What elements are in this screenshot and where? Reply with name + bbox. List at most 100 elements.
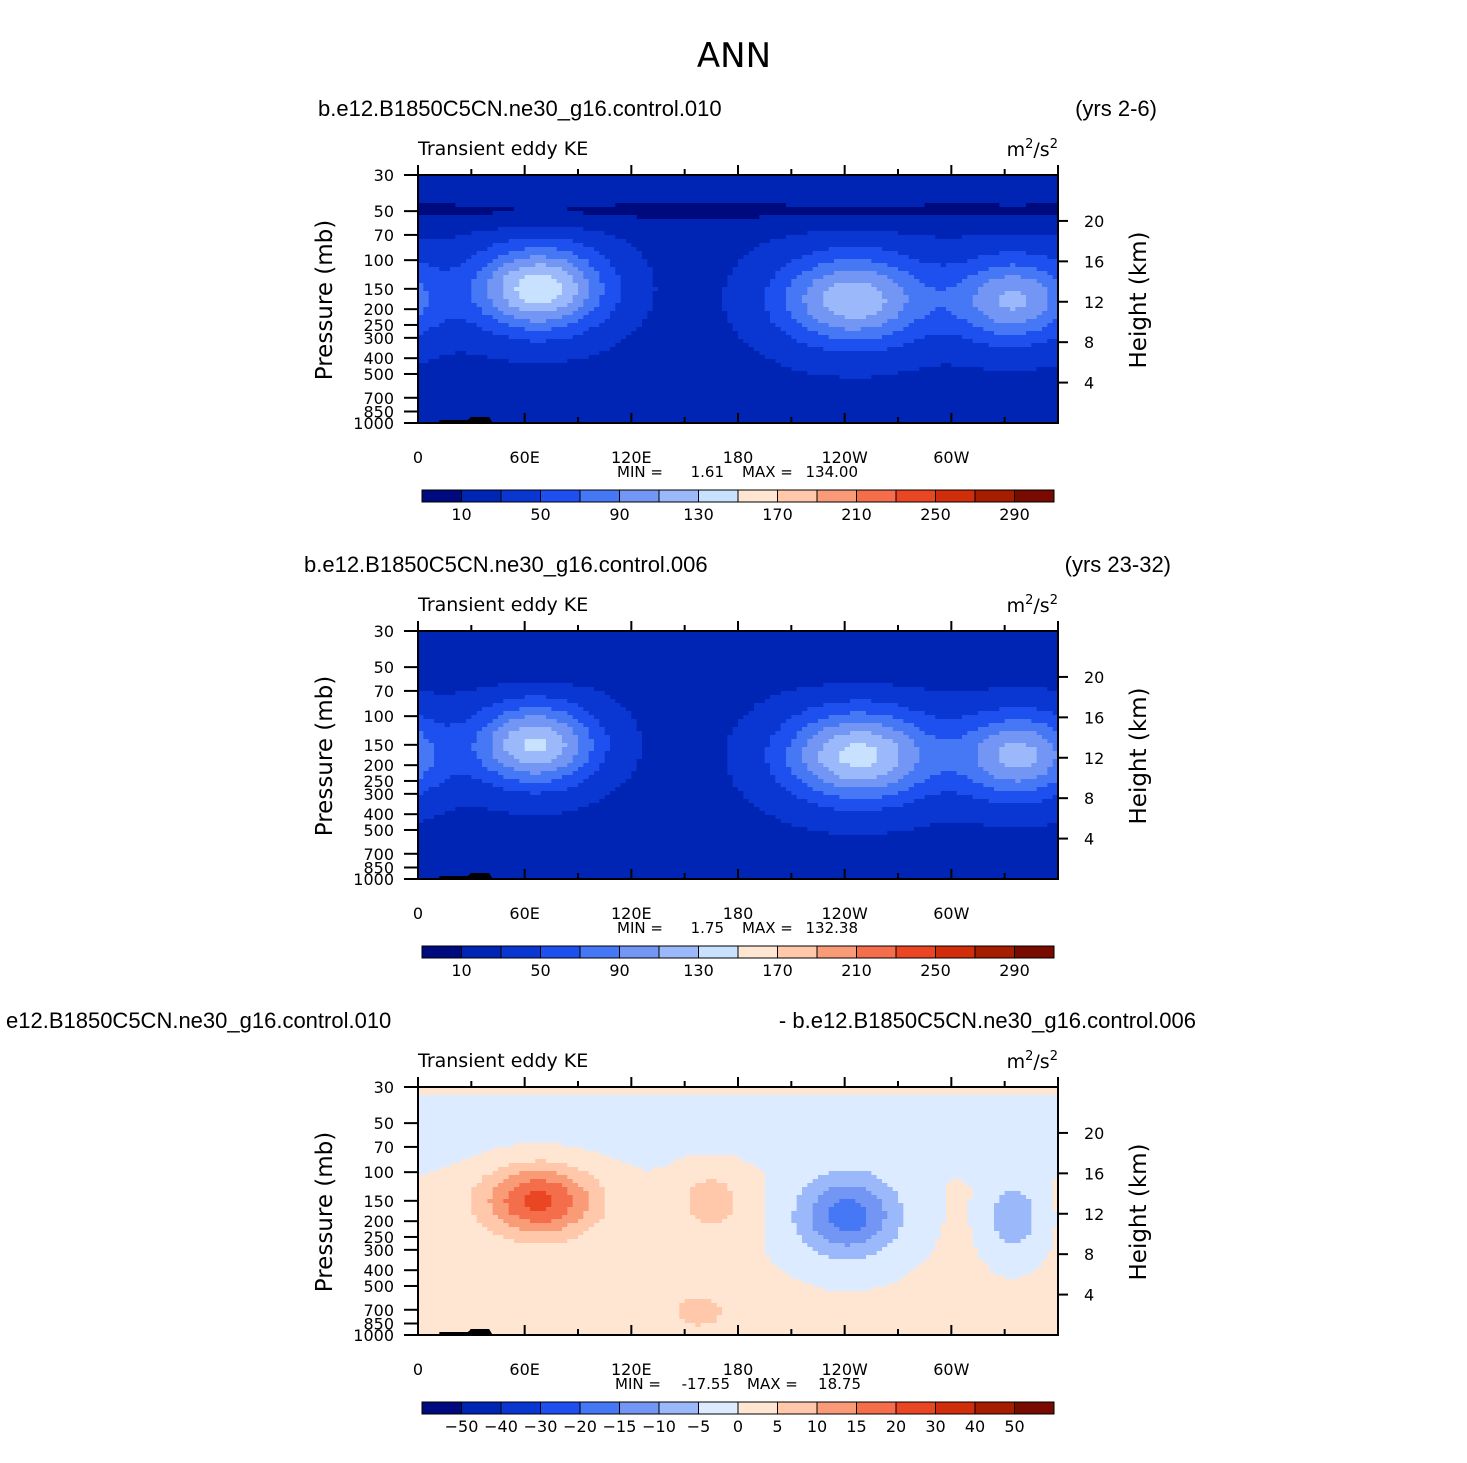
field-cell [439,195,445,200]
field-cell [754,183,760,188]
field-cell [525,183,531,188]
field-cell [477,207,483,212]
field-cell [509,223,515,228]
field-cell [967,195,973,200]
field-cell [1010,211,1016,216]
field-cell [823,223,829,228]
field-cell [610,191,616,196]
field-cell [1005,183,1011,188]
field-cell [930,203,936,208]
field-cell [701,215,707,220]
field-cell [914,195,920,200]
field-cell [967,191,973,196]
field-cell [605,183,611,188]
field-cell [813,227,819,232]
field-cell [765,231,771,236]
field-cell [615,203,621,208]
field-cell [445,223,451,228]
field-cell [546,227,552,232]
field-cell [701,211,707,216]
field-cell [983,199,989,204]
field-cell [562,219,568,224]
field-cell [471,215,477,220]
field-cell [951,207,957,212]
field-cell [653,223,659,228]
field-cell [1021,207,1027,212]
field-cell [663,223,669,228]
field-cell [727,199,733,204]
field-cell [519,223,525,228]
field-cell [461,211,467,216]
field-cell [770,219,776,224]
field-cell [567,203,573,208]
field-cell [967,183,973,188]
field-cell [957,191,963,196]
field-cell [850,227,856,232]
field-cell [871,215,877,220]
field-cell [706,207,712,212]
field-cell [994,215,1000,220]
field-cell [925,195,931,200]
field-cell [434,203,440,208]
field-cell [466,207,472,212]
field-cell [882,203,888,208]
field-cell [946,179,952,184]
field-cell [722,203,728,208]
field-cell [594,191,600,196]
field-cell [429,187,435,192]
field-cell [749,219,755,224]
field-cell [621,203,627,208]
field-cell [605,211,611,216]
field-cell [855,191,861,196]
field-cell [674,219,680,224]
field-cell [685,195,691,200]
field-cell [1047,195,1053,200]
field-cell [861,207,867,212]
field-cell [605,195,611,200]
field-cell [594,199,600,204]
field-cell [845,187,851,192]
field-cell [909,223,915,228]
field-cell [562,199,568,204]
field-cell [535,187,541,192]
field-cell [962,195,968,200]
field-cell [818,203,824,208]
field-cell [983,227,989,232]
field-cell [818,183,824,188]
field-cell [605,207,611,212]
field-cell [855,223,861,228]
field-cell [482,227,488,232]
field-cell [461,191,467,196]
field-cell [631,223,637,228]
field-cell [983,211,989,216]
field-cell [882,183,888,188]
field-cell [573,207,579,212]
field-cell [530,219,536,224]
field-cell [578,219,584,224]
field-cell [503,199,509,204]
field-cell [973,199,979,204]
field-cell [637,231,643,236]
field-cell [1005,207,1011,212]
field-cell [877,207,883,212]
field-cell [919,215,925,220]
field-cell [610,211,616,216]
field-cell [813,191,819,196]
field-cell [781,207,787,212]
field-cell [850,187,856,192]
field-cell [919,231,925,236]
field-cell [1026,203,1032,208]
field-cell [786,183,792,188]
field-cell [525,223,531,228]
field-cell [1010,179,1016,184]
field-cell [941,187,947,192]
field-cell [535,179,541,184]
field-cell [461,219,467,224]
field-cell [557,219,563,224]
field-cell [791,211,797,216]
field-cell [647,179,653,184]
field-cell [802,203,808,208]
field-cell [823,187,829,192]
field-cell [855,231,861,236]
field-cell [754,207,760,212]
